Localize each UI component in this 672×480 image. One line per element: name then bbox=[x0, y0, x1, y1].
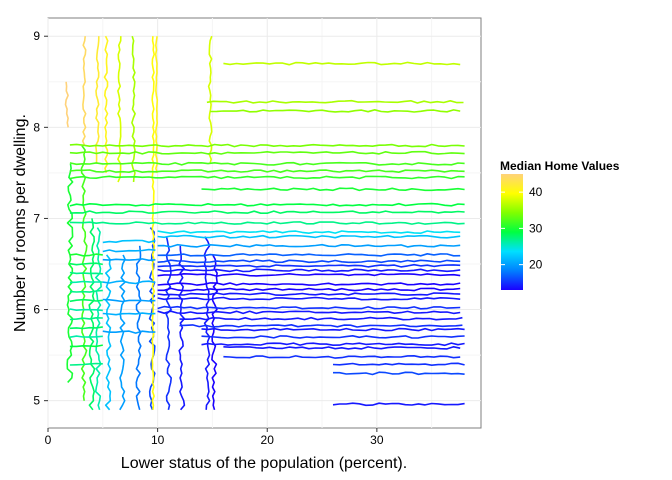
contour-line bbox=[157, 230, 461, 234]
contour-lines bbox=[64, 35, 465, 411]
contour-line bbox=[69, 298, 103, 303]
contour-line bbox=[102, 258, 156, 262]
contour-line bbox=[157, 263, 461, 268]
legend-ticks: 20 30 40 bbox=[501, 185, 543, 272]
contour-line bbox=[69, 326, 103, 330]
contour-line bbox=[131, 35, 136, 183]
contour-line bbox=[102, 248, 156, 253]
contour-line bbox=[69, 221, 465, 225]
contour-line bbox=[157, 296, 461, 301]
contour-line bbox=[223, 346, 461, 350]
contour-line bbox=[179, 324, 463, 328]
contour-line bbox=[69, 262, 103, 266]
contour-line bbox=[157, 305, 461, 310]
contour-line bbox=[332, 362, 465, 366]
contour-line bbox=[201, 342, 465, 347]
y-tick-label: 6 bbox=[33, 303, 40, 317]
contour-line bbox=[69, 169, 465, 173]
x-tick-label: 20 bbox=[261, 433, 275, 447]
contour-line bbox=[157, 243, 461, 248]
contour-line bbox=[103, 35, 109, 174]
contour-line bbox=[179, 316, 463, 321]
contour-line bbox=[69, 308, 103, 312]
y-tick-label: 8 bbox=[33, 120, 40, 134]
contour-line bbox=[117, 36, 122, 183]
legend-title: Median Home Values bbox=[500, 159, 620, 173]
contour-line bbox=[157, 292, 461, 296]
contour-line bbox=[211, 254, 218, 411]
contour-line bbox=[69, 280, 103, 284]
contour-line bbox=[157, 282, 461, 286]
contour-line bbox=[69, 175, 465, 180]
contour-line bbox=[69, 317, 103, 321]
contour-line bbox=[157, 234, 461, 239]
y-tick-label: 5 bbox=[33, 394, 40, 408]
contour-line bbox=[69, 362, 103, 366]
contour-line bbox=[94, 36, 100, 164]
contour-line bbox=[201, 335, 465, 339]
contour-line bbox=[157, 310, 461, 315]
contour-line bbox=[157, 253, 461, 257]
contour-line bbox=[207, 35, 213, 165]
legend-tick-label: 30 bbox=[529, 221, 543, 235]
contour-line bbox=[157, 259, 461, 264]
contour-line bbox=[69, 271, 103, 275]
legend-colorbar bbox=[501, 174, 523, 290]
contour-line bbox=[135, 245, 142, 411]
legend-tick-label: 20 bbox=[529, 258, 543, 272]
x-tick-label: 0 bbox=[45, 433, 52, 447]
contour-line bbox=[69, 289, 103, 293]
contour-line bbox=[102, 312, 156, 316]
contour-line bbox=[223, 61, 461, 66]
contour-line bbox=[157, 287, 461, 292]
contour-line bbox=[332, 402, 465, 407]
x-axis-title: Lower status of the population (percent)… bbox=[121, 455, 407, 472]
contour-line bbox=[157, 268, 461, 273]
contour-line bbox=[94, 227, 102, 411]
contour-line bbox=[69, 210, 465, 214]
contour-line bbox=[69, 335, 103, 338]
contour-line bbox=[201, 187, 465, 192]
contour-line bbox=[102, 239, 156, 244]
contour-line bbox=[333, 371, 465, 376]
contour-line bbox=[210, 109, 461, 113]
contour-line bbox=[178, 245, 186, 411]
x-tick-label: 30 bbox=[370, 433, 384, 447]
contour-line bbox=[223, 355, 461, 359]
y-axis-title: Number of rooms per dwelling. bbox=[12, 114, 29, 332]
contour-line bbox=[69, 344, 103, 348]
contour-line bbox=[102, 330, 156, 334]
contour-line bbox=[206, 99, 464, 104]
contour-line bbox=[69, 161, 465, 166]
contour-line bbox=[201, 327, 465, 332]
y-tick-label: 9 bbox=[33, 29, 40, 43]
contour-line bbox=[154, 36, 159, 174]
y-axis: 5 6 7 8 9 bbox=[33, 29, 48, 408]
contour-line bbox=[69, 202, 465, 207]
contour-line bbox=[69, 253, 103, 257]
contour-line bbox=[81, 36, 87, 146]
y-tick-label: 7 bbox=[33, 211, 40, 225]
contour-line bbox=[102, 298, 156, 303]
legend-tick-label: 40 bbox=[529, 185, 543, 199]
x-axis: 0 10 20 30 bbox=[45, 428, 384, 447]
contour-line bbox=[102, 280, 156, 285]
contour-line bbox=[157, 273, 461, 277]
contour-line bbox=[69, 143, 465, 148]
contour-line bbox=[64, 81, 69, 128]
contour-line bbox=[69, 150, 465, 155]
contour-line bbox=[88, 218, 96, 411]
x-tick-label: 10 bbox=[151, 433, 165, 447]
